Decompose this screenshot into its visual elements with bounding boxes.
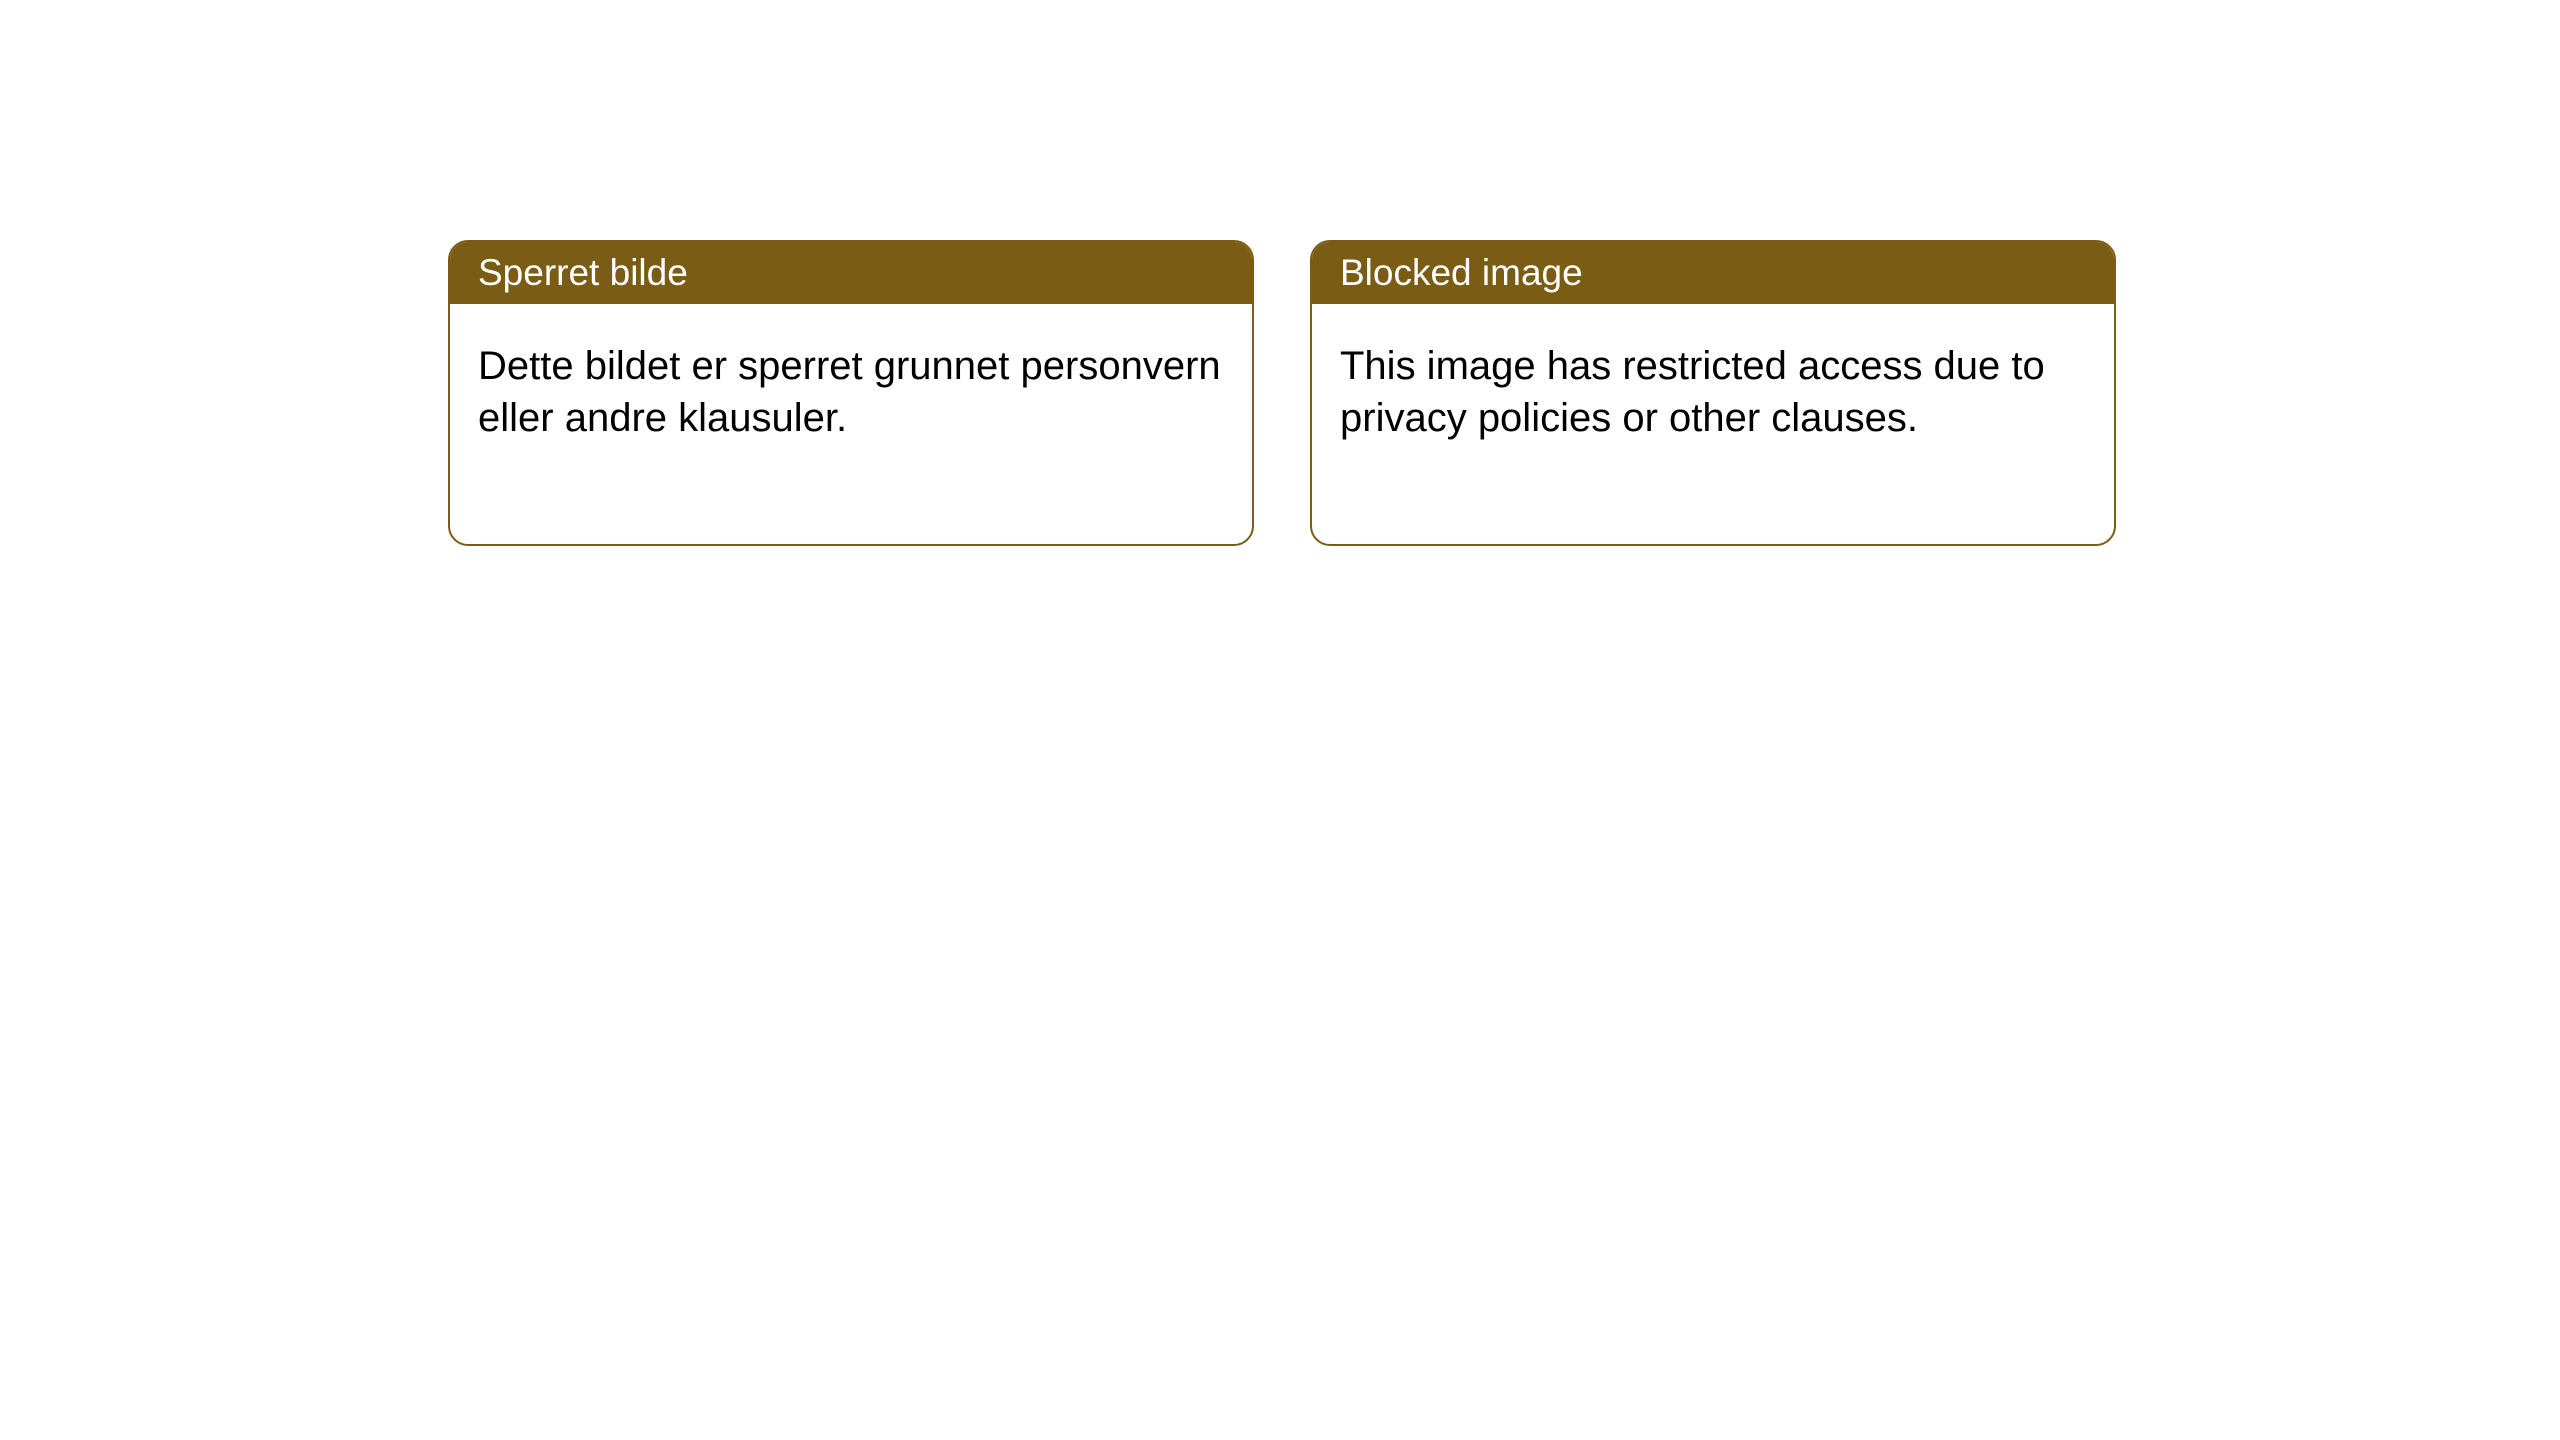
card-body-text: Dette bildet er sperret grunnet personve…	[478, 344, 1221, 440]
card-body-text: This image has restricted access due to …	[1340, 344, 2045, 440]
notice-card-en: Blocked image This image has restricted …	[1310, 240, 2116, 546]
card-body: This image has restricted access due to …	[1312, 304, 2114, 544]
card-header: Sperret bilde	[450, 242, 1252, 304]
card-body: Dette bildet er sperret grunnet personve…	[450, 304, 1252, 544]
card-title: Blocked image	[1340, 252, 1583, 293]
card-title: Sperret bilde	[478, 252, 688, 293]
notice-container: Sperret bilde Dette bildet er sperret gr…	[0, 0, 2560, 546]
card-header: Blocked image	[1312, 242, 2114, 304]
notice-card-no: Sperret bilde Dette bildet er sperret gr…	[448, 240, 1254, 546]
